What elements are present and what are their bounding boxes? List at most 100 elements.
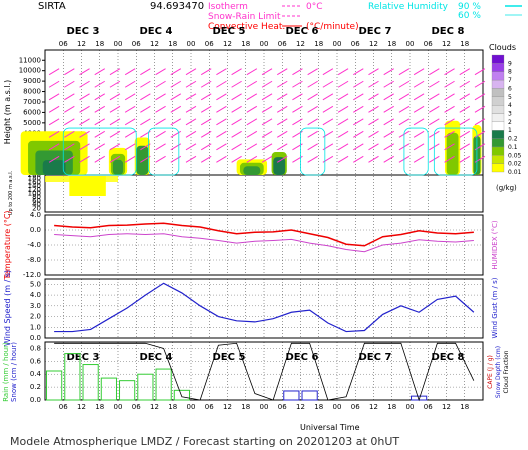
wind-arrow bbox=[383, 155, 394, 163]
hour-tick: 00 bbox=[260, 403, 269, 411]
y-axis-title: Height (m a.s.l.) bbox=[3, 80, 12, 145]
wind-arrow bbox=[444, 155, 455, 163]
hour-tick: 18 bbox=[460, 40, 469, 48]
rh-contour bbox=[62, 127, 137, 176]
y-tick-label: -12.0 bbox=[23, 271, 41, 279]
colorbar-level: 8 bbox=[508, 69, 512, 76]
wind-arrow bbox=[307, 155, 318, 163]
wind-arrow bbox=[94, 118, 106, 126]
colorbar-swatch bbox=[491, 130, 505, 139]
hour-tick: 18 bbox=[95, 403, 104, 411]
wind-arrow bbox=[216, 130, 227, 138]
hour-tick: 06 bbox=[132, 403, 141, 411]
wind-arrow bbox=[413, 68, 425, 76]
wind-arrow bbox=[155, 155, 166, 163]
plot-frame bbox=[44, 341, 484, 401]
hour-tick: 06 bbox=[351, 40, 360, 48]
wind-arrow bbox=[337, 143, 349, 151]
hour-tick: 12 bbox=[150, 403, 159, 411]
wind-arrow bbox=[79, 118, 90, 126]
wind-arrow bbox=[200, 143, 212, 151]
colorbar-unit: (g/kg) bbox=[496, 184, 517, 192]
station-coords: 94.693470 bbox=[150, 1, 204, 12]
y-tick-label: 180 bbox=[28, 175, 41, 183]
hour-tick: 12 bbox=[77, 403, 86, 411]
wind-arrow bbox=[353, 93, 364, 101]
wind-arrow bbox=[337, 105, 349, 113]
y-tick-label: 10000 bbox=[19, 67, 41, 75]
day-label: DEC 6 bbox=[286, 26, 319, 37]
wind-arrow bbox=[140, 80, 151, 88]
wind-arrow bbox=[48, 143, 60, 151]
wind-arrow bbox=[261, 143, 273, 151]
y-tick-label: 1.0 bbox=[30, 323, 41, 331]
wind-arrow bbox=[216, 118, 227, 126]
colorbar-level: 0.2 bbox=[508, 136, 518, 143]
legend-value: 90 % bbox=[458, 2, 481, 12]
wind-arrow bbox=[185, 93, 197, 101]
day-label: DEC 8 bbox=[432, 352, 465, 363]
wind-arrow bbox=[200, 130, 212, 138]
day-label: DEC 5 bbox=[213, 352, 246, 363]
wind-arrow bbox=[79, 105, 90, 113]
wind-arrow bbox=[337, 130, 349, 138]
wind-arrow bbox=[170, 68, 182, 76]
wind-arrow bbox=[307, 80, 318, 88]
hour-tick: 06 bbox=[59, 40, 68, 48]
y-axis-title: Temperature (°C) bbox=[3, 210, 12, 280]
rain-bar bbox=[173, 389, 190, 401]
wind-arrow bbox=[231, 68, 242, 76]
wind-arrow bbox=[216, 93, 227, 101]
colorbar-level: 6 bbox=[508, 85, 512, 92]
wind-arrow bbox=[48, 118, 60, 126]
wind-arrow bbox=[48, 105, 60, 113]
y-tick-label: 3.0 bbox=[30, 302, 41, 310]
wind-arrow bbox=[140, 105, 151, 113]
wind-arrow bbox=[474, 68, 486, 76]
wind-arrow bbox=[459, 130, 471, 138]
wind-arrow bbox=[413, 105, 425, 113]
day-label: DEC 3 bbox=[67, 26, 100, 37]
hour-tick: 12 bbox=[442, 40, 451, 48]
wind-arrow bbox=[398, 118, 410, 126]
wind-arrow bbox=[368, 143, 379, 151]
cloud-cell bbox=[136, 145, 149, 175]
wind-arrow bbox=[307, 118, 318, 126]
wind-arrow bbox=[322, 118, 334, 126]
wind-arrow bbox=[64, 68, 75, 76]
wind-arrow bbox=[216, 143, 227, 151]
rh-contour bbox=[300, 127, 326, 176]
wind-arrow bbox=[459, 143, 471, 151]
colorbar-swatch bbox=[491, 54, 505, 64]
figure-title: Modele Atmospherique LMDZ / Forecast sta… bbox=[10, 435, 399, 448]
wind-arrow bbox=[124, 93, 136, 101]
y-tick-label: 8000 bbox=[23, 88, 41, 96]
wind-arrow bbox=[94, 105, 106, 113]
wind-arrow bbox=[337, 155, 349, 163]
wind-arrow bbox=[337, 118, 349, 126]
wind-arrow bbox=[353, 80, 364, 88]
colorbar-swatch bbox=[491, 121, 505, 131]
wind-arrow bbox=[155, 143, 166, 151]
wind-arrow bbox=[474, 93, 486, 101]
wind-arrow bbox=[276, 143, 288, 151]
y-tick-label: 160 bbox=[28, 178, 41, 186]
colorbar-level: 0.05 bbox=[508, 152, 522, 159]
wind-arrow bbox=[413, 93, 425, 101]
wind-arrow bbox=[109, 68, 121, 76]
cloud-cell bbox=[42, 160, 66, 175]
wind-arrow bbox=[48, 80, 60, 88]
hour-tick: 18 bbox=[95, 40, 104, 48]
snow-bar bbox=[301, 390, 318, 401]
hour-tick: 00 bbox=[114, 403, 123, 411]
cloud-panel: DEC 3 DEC 4 DEC 5 DEC 6 DEC 7 DEC 806 12 18 00 06… bbox=[3, 26, 486, 223]
rain-bar bbox=[100, 377, 117, 401]
y-tick-label: 120 bbox=[28, 186, 41, 194]
hour-tick: 18 bbox=[314, 403, 323, 411]
hour-tick: 00 bbox=[114, 40, 123, 48]
wind-arrow bbox=[307, 93, 318, 101]
wind-arrow bbox=[155, 80, 166, 88]
wind-arrow bbox=[170, 105, 182, 113]
colorbar-swatch bbox=[491, 96, 505, 106]
